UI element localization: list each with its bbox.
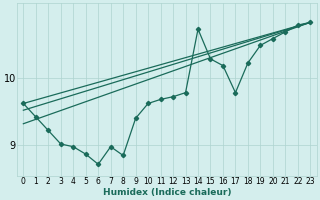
X-axis label: Humidex (Indice chaleur): Humidex (Indice chaleur) [103, 188, 231, 197]
